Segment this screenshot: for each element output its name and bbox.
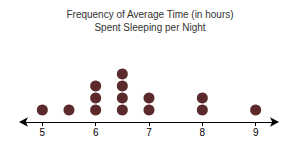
svg-text:Frequency of Average Time (in: Frequency of Average Time (in hours) [66, 9, 233, 20]
svg-text:5: 5 [40, 127, 46, 138]
svg-text:6: 6 [93, 127, 99, 138]
svg-text:8: 8 [200, 127, 206, 138]
svg-text:Spent Sleeping per Night: Spent Sleeping per Night [94, 22, 205, 33]
svg-text:9: 9 [253, 127, 259, 138]
svg-text:7: 7 [146, 127, 152, 138]
